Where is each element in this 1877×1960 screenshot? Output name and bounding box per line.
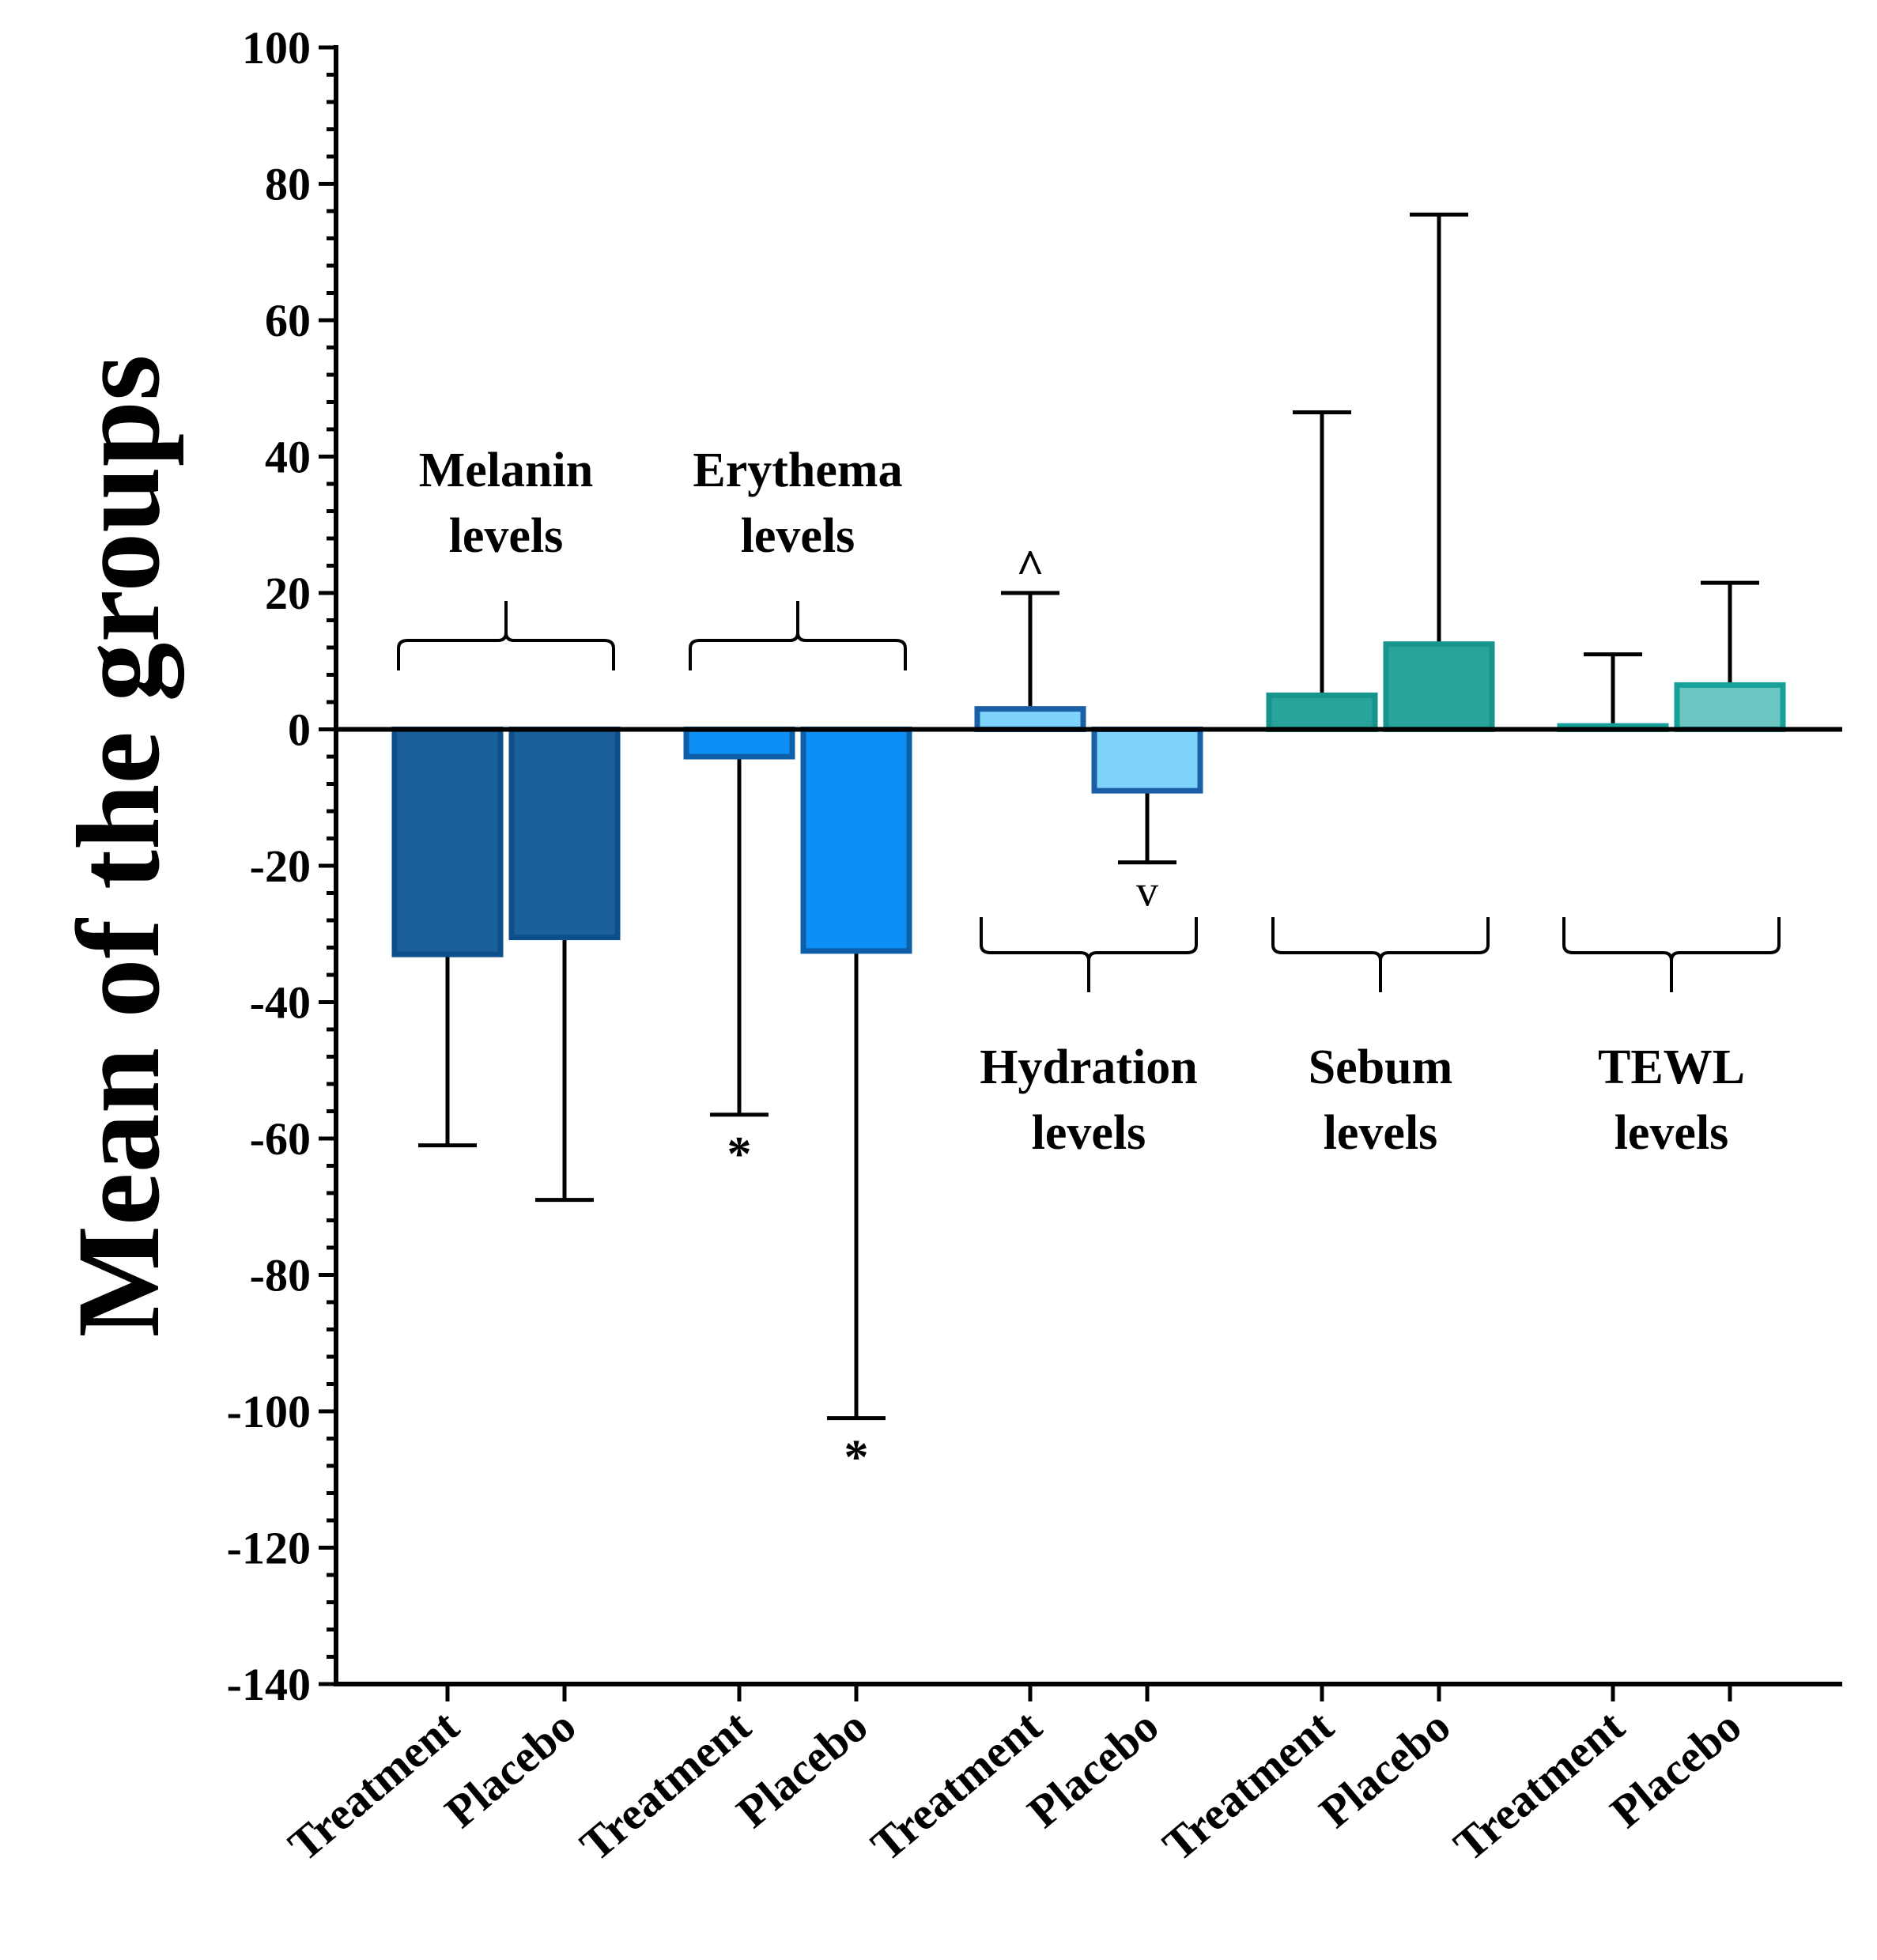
x-category-label: Placebo bbox=[1018, 1700, 1169, 1837]
group-label: Melanin bbox=[419, 444, 593, 497]
group-label: Sebum bbox=[1309, 1040, 1453, 1094]
bar bbox=[1266, 692, 1378, 732]
group-label: Hydration bbox=[980, 1040, 1198, 1094]
x-category-label: Treatment bbox=[1153, 1700, 1343, 1871]
y-tick-label: 80 bbox=[265, 159, 311, 210]
significance-marker: ^ bbox=[1016, 541, 1044, 595]
x-category-label: Placebo bbox=[1310, 1700, 1460, 1837]
y-tick-label: 100 bbox=[242, 22, 311, 74]
bar bbox=[508, 727, 621, 941]
group-brace bbox=[980, 917, 1198, 992]
group-brace bbox=[1271, 917, 1490, 992]
group-label: TEWL bbox=[1598, 1040, 1745, 1094]
x-category-label: Placebo bbox=[436, 1700, 586, 1837]
y-tick-label: -140 bbox=[227, 1659, 311, 1710]
y-tick-label: 60 bbox=[265, 295, 311, 346]
x-category-label: Treatment bbox=[278, 1700, 469, 1871]
bar bbox=[1674, 682, 1786, 732]
group-label: levels bbox=[1324, 1106, 1438, 1160]
bar bbox=[974, 706, 1086, 732]
y-tick-label: -40 bbox=[250, 977, 311, 1029]
x-category-label: Treatment bbox=[1444, 1700, 1634, 1871]
group-brace bbox=[689, 601, 907, 670]
group-label: levels bbox=[1032, 1106, 1146, 1160]
bar bbox=[1383, 641, 1495, 732]
y-tick-label: 0 bbox=[288, 704, 311, 756]
group-brace bbox=[397, 601, 615, 670]
axes bbox=[334, 45, 1842, 1701]
y-axis-label: Mean of the groups bbox=[53, 354, 184, 1337]
group-label: Erythema bbox=[693, 444, 902, 497]
significance-marker: * bbox=[727, 1127, 752, 1181]
y-tick-label: -60 bbox=[250, 1113, 311, 1165]
y-tick-label: -100 bbox=[227, 1386, 311, 1437]
significance-marker: v bbox=[1136, 867, 1158, 916]
y-tick-label: -20 bbox=[250, 840, 311, 892]
y-axis-ticks: 100 80 60 40 20 0 -20 -40 -60 -80 -100 -120 -140 bbox=[227, 22, 336, 1710]
group-label: levels bbox=[741, 509, 855, 563]
x-category-label: Treatment bbox=[570, 1700, 761, 1871]
bar bbox=[391, 727, 504, 957]
y-tick-label: 40 bbox=[265, 432, 311, 483]
group-label: levels bbox=[1615, 1106, 1729, 1160]
group-label: levels bbox=[449, 509, 564, 563]
bar bbox=[800, 727, 912, 954]
y-tick-label: 20 bbox=[265, 568, 311, 619]
significance-marker: * bbox=[844, 1431, 869, 1485]
x-category-label: Placebo bbox=[727, 1700, 878, 1837]
x-category-label: Placebo bbox=[1601, 1700, 1751, 1837]
y-tick-label: -80 bbox=[250, 1250, 311, 1301]
bar bbox=[683, 727, 795, 760]
y-tick-label: -120 bbox=[227, 1523, 311, 1574]
bars bbox=[391, 212, 1786, 1421]
group-brace bbox=[1562, 917, 1781, 992]
x-category-label: Treatment bbox=[861, 1700, 1052, 1871]
bar bbox=[1091, 727, 1203, 794]
